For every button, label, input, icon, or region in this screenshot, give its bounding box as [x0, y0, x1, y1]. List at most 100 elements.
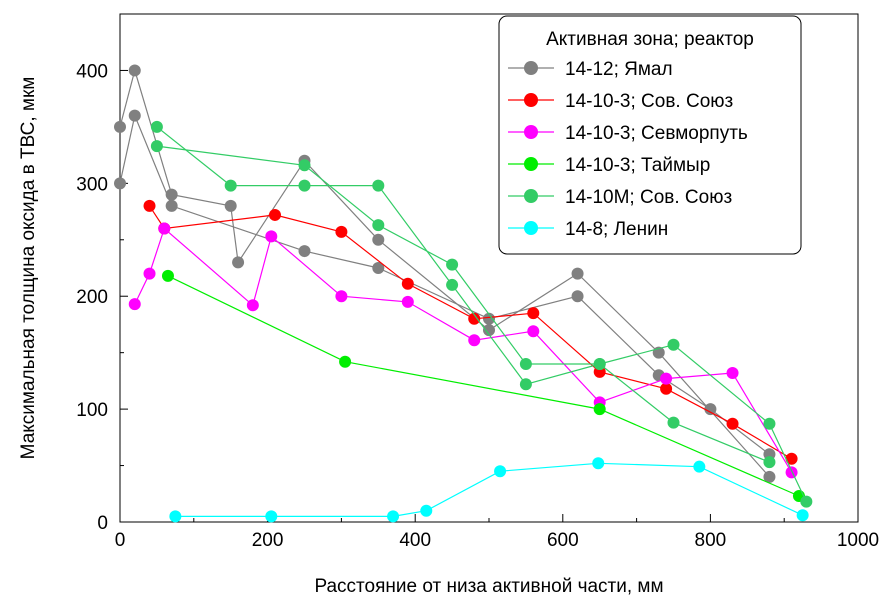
data-point [527, 307, 540, 320]
legend-entry: 14-8; Ленин [565, 219, 668, 240]
legend: Активная зона; реактор 14-12; Ямал 14-10-3… [498, 15, 802, 255]
data-point [519, 378, 532, 391]
data-point [401, 295, 414, 308]
data-point [161, 269, 174, 282]
data-point [593, 403, 606, 416]
legend-marker [524, 125, 538, 139]
data-point [298, 159, 311, 172]
axis-ticks: 0 200 400 600 800 1000 0 100 200 300 400 [76, 13, 879, 551]
data-point [128, 109, 141, 122]
data-point [763, 417, 776, 430]
data-point [335, 290, 348, 303]
data-point [785, 452, 798, 465]
data-point [268, 208, 281, 221]
data-point [571, 267, 584, 280]
data-point [335, 225, 348, 238]
data-point [128, 298, 141, 311]
data-point [224, 199, 237, 212]
data-point [387, 510, 400, 523]
data-point [667, 338, 680, 351]
series [128, 222, 798, 479]
legend-marker [524, 189, 538, 203]
data-point [372, 262, 385, 274]
legend-entry: 14-10-3; Сов. Союз [565, 91, 733, 112]
series-line [156, 126, 807, 502]
data-point [468, 334, 481, 347]
data-point [246, 299, 259, 312]
series-line [175, 462, 803, 518]
data-point [372, 233, 385, 246]
data-point [446, 258, 459, 271]
data-point [519, 357, 532, 370]
legend-marker [524, 61, 538, 75]
data-point [114, 120, 126, 133]
data-point [763, 456, 776, 469]
y-tick-label: 300 [76, 174, 108, 195]
data-point [265, 230, 278, 243]
series-line [167, 275, 800, 497]
legend-box [498, 15, 802, 255]
legend-title: Активная зона; реактор [546, 29, 754, 50]
series [169, 457, 809, 523]
data-point [593, 357, 606, 370]
y-tick-label: 200 [76, 287, 108, 308]
x-tick-label: 200 [252, 530, 284, 551]
series [143, 199, 798, 465]
data-point [143, 199, 156, 212]
x-tick-label: 400 [399, 530, 431, 551]
data-point [796, 509, 809, 522]
legend-entry: 14-10-3; Таймыр [565, 155, 710, 176]
data-point [114, 177, 126, 190]
data-point [483, 312, 495, 325]
legend-entry: 14-12; Ямал [565, 59, 673, 80]
legend-marker [524, 93, 538, 107]
data-point [298, 179, 311, 192]
y-tick-label: 100 [76, 400, 108, 421]
data-point [339, 355, 352, 368]
series-line [156, 145, 770, 463]
data-point [143, 267, 156, 280]
data-point [372, 179, 385, 192]
data-point [800, 495, 813, 508]
data-point [660, 372, 673, 385]
x-axis-label: Расстояние от низа активной части, мм [314, 576, 663, 597]
data-point [232, 256, 245, 269]
x-tick-label: 600 [547, 530, 579, 551]
y-tick-label: 400 [76, 61, 108, 82]
series-line [119, 113, 770, 455]
data-point [128, 64, 141, 77]
data-point [150, 120, 163, 133]
data-point [446, 278, 459, 291]
series [150, 140, 776, 469]
data-point [169, 510, 182, 523]
data-point [693, 460, 706, 473]
data-point [527, 325, 540, 338]
data-point [571, 290, 584, 303]
series-layer [114, 64, 813, 523]
y-tick-label: 0 [97, 513, 108, 534]
x-tick-label: 800 [695, 530, 727, 551]
data-point [150, 140, 163, 153]
data-point [224, 179, 237, 192]
data-point [726, 366, 739, 379]
data-point [420, 504, 433, 517]
data-point [660, 382, 673, 395]
x-tick-label: 0 [115, 530, 126, 551]
data-point [372, 219, 385, 232]
data-point [592, 457, 605, 470]
data-point [401, 277, 414, 290]
series [150, 120, 813, 508]
y-axis-label: Максимальная толщина оксида в ТВС, мкм [18, 77, 39, 460]
data-point [468, 312, 481, 325]
series [161, 269, 805, 503]
legend-entry: 14-10-3; Севморпуть [565, 123, 748, 144]
legend-entry: 14-10М; Сов. Союз [565, 187, 732, 208]
data-point [667, 416, 680, 429]
data-point [158, 222, 171, 235]
data-point [785, 466, 798, 479]
data-point [704, 403, 717, 416]
data-point [165, 199, 178, 212]
data-point [726, 417, 739, 430]
data-point [763, 470, 776, 483]
